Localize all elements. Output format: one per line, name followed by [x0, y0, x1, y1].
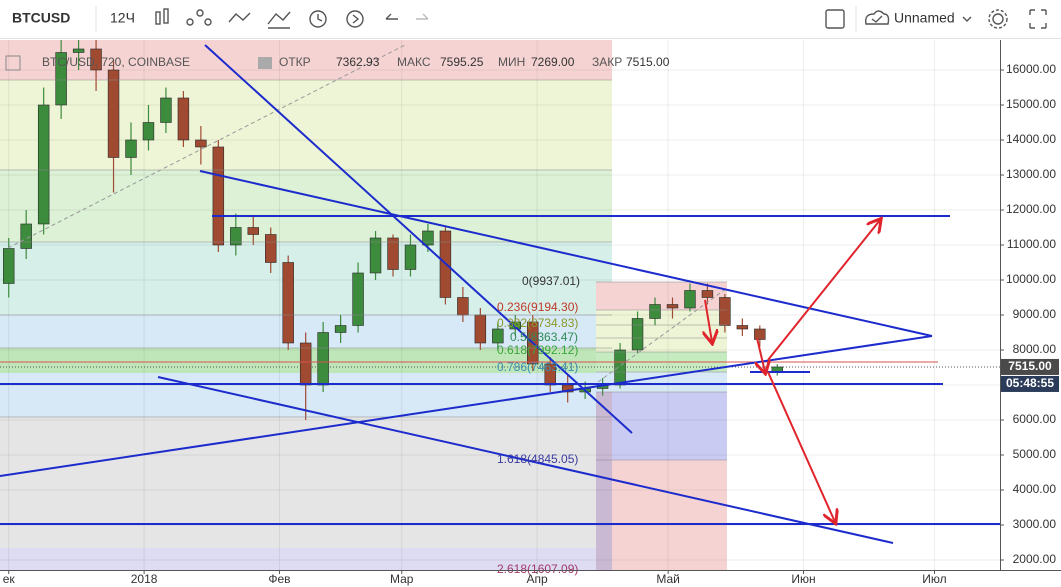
x-tick-label: 2018 — [131, 572, 158, 586]
candle-body — [125, 139, 137, 158]
candle-body — [72, 48, 85, 53]
y-tick-label: 2000.00 — [1013, 552, 1057, 566]
candle-body — [299, 342, 312, 386]
y-tick-label: 6000.00 — [1013, 412, 1057, 426]
legend-label: МИН — [498, 55, 525, 69]
candle-body — [509, 321, 521, 330]
candle-body — [666, 304, 679, 309]
candle-body — [177, 97, 190, 141]
candle-body — [37, 104, 50, 225]
legend-value: 7269.00 — [531, 55, 575, 69]
candle-body — [282, 262, 294, 344]
candle-body — [265, 234, 277, 263]
y-tick-label: 12000.00 — [1006, 202, 1056, 216]
legend-title: BTC/USD, 720, COINBASE — [42, 55, 190, 69]
y-tick-label: 10000.00 — [1006, 272, 1056, 286]
y-tick-label: 11000.00 — [1007, 237, 1056, 251]
layout-name[interactable]: Unnamed — [894, 10, 955, 26]
candle-body — [701, 290, 714, 298]
candle-body — [492, 328, 504, 344]
candle-body — [404, 244, 417, 270]
x-tick-label: Май — [656, 572, 680, 586]
x-tick-label: Апр — [527, 572, 549, 586]
legend-value: 7595.25 — [440, 55, 484, 69]
y-tick-label: 4000.00 — [1013, 482, 1057, 496]
toolbar — [0, 0, 1061, 38]
legend: BTC/USD, 720, COINBASE ОТКР 7362.93 МАКС… — [5, 55, 670, 71]
legend-toggle[interactable] — [5, 55, 21, 71]
y-tick-label: 8000.00 — [1013, 342, 1057, 356]
y-tick-label: 3000.00 — [1013, 517, 1057, 531]
candle-body — [614, 349, 626, 386]
y-tick-label: 9000.00 — [1013, 307, 1057, 321]
candle-body — [3, 248, 15, 284]
candle-body — [352, 272, 364, 326]
y-tick-label: 5000.00 — [1013, 447, 1057, 461]
symbol[interactable]: BTCUSD — [12, 10, 70, 26]
y-tick-label: 16000.00 — [1006, 62, 1056, 76]
price-tag: 7515.00 — [1008, 359, 1052, 373]
candle-body — [212, 146, 225, 246]
candle-body — [369, 237, 382, 274]
candle-body — [719, 297, 731, 326]
candle-body — [107, 69, 120, 158]
legend-icon[interactable] — [258, 57, 272, 69]
x-tick-label: Июн — [791, 572, 815, 586]
fib-label: 0.5(8363.47) — [510, 330, 578, 344]
fib-label: 2.618(1607.09) — [497, 562, 578, 576]
toolbar-icons[interactable] — [155, 8, 1047, 29]
candle-body — [334, 325, 347, 333]
countdown-bg — [1001, 375, 1059, 392]
candle-body — [387, 237, 399, 270]
candle-body — [457, 297, 469, 316]
candle-body — [754, 328, 766, 340]
legend-label: МАКС — [397, 55, 431, 69]
legend-value: 7515.00 — [626, 55, 670, 69]
x-tick-label: Июл — [922, 572, 946, 586]
candle-body — [142, 122, 155, 141]
y-tick-label: 14000.00 — [1006, 132, 1056, 146]
y-tick-label: 13000.00 — [1006, 167, 1056, 181]
candle-body — [474, 314, 487, 344]
candle-body — [55, 52, 67, 106]
candle-body — [631, 318, 644, 351]
drawings-background — [0, 40, 727, 570]
interval[interactable]: 12Ч — [110, 10, 135, 26]
fib-label: 0.618(7992.12) — [497, 343, 578, 357]
candle-body — [90, 48, 102, 71]
candle-body — [317, 332, 329, 386]
y-tick-label: 15000.00 — [1006, 97, 1056, 111]
legend-value: 7362.93 — [336, 55, 380, 69]
candle-body — [422, 230, 434, 246]
countdown: 05:48:55 — [1006, 376, 1054, 390]
drawings — [0, 44, 1000, 544]
price-tag-bg — [1001, 358, 1059, 375]
x-tick-label: ек — [3, 572, 16, 586]
candle-body — [230, 227, 242, 246]
x-tick-label: Фев — [268, 572, 290, 586]
fib-label: 1.618(4845.05) — [497, 452, 578, 466]
x-tick-label: Мар — [390, 572, 414, 586]
candle-body — [684, 290, 696, 309]
candle-body — [160, 97, 172, 123]
legend-label: ЗАКР — [592, 55, 622, 69]
legend-label: ОТКР — [279, 55, 311, 69]
candle-body — [247, 227, 259, 235]
candle-body — [649, 304, 661, 319]
candle-body — [20, 223, 32, 249]
price-axis — [1000, 40, 1061, 587]
fib-label: 0.382(8734.83) — [497, 316, 578, 330]
candle-body — [195, 139, 207, 148]
fib-label: 0.236(9194.30) — [497, 300, 578, 314]
candle-body — [736, 325, 749, 330]
fib-label: 0.786(7463.41) — [497, 360, 578, 374]
fib-labels: 0(9937.01) 0.236(9194.30) 0.382(8734.83)… — [497, 274, 580, 576]
fib-label: 0(9937.01) — [522, 274, 580, 288]
